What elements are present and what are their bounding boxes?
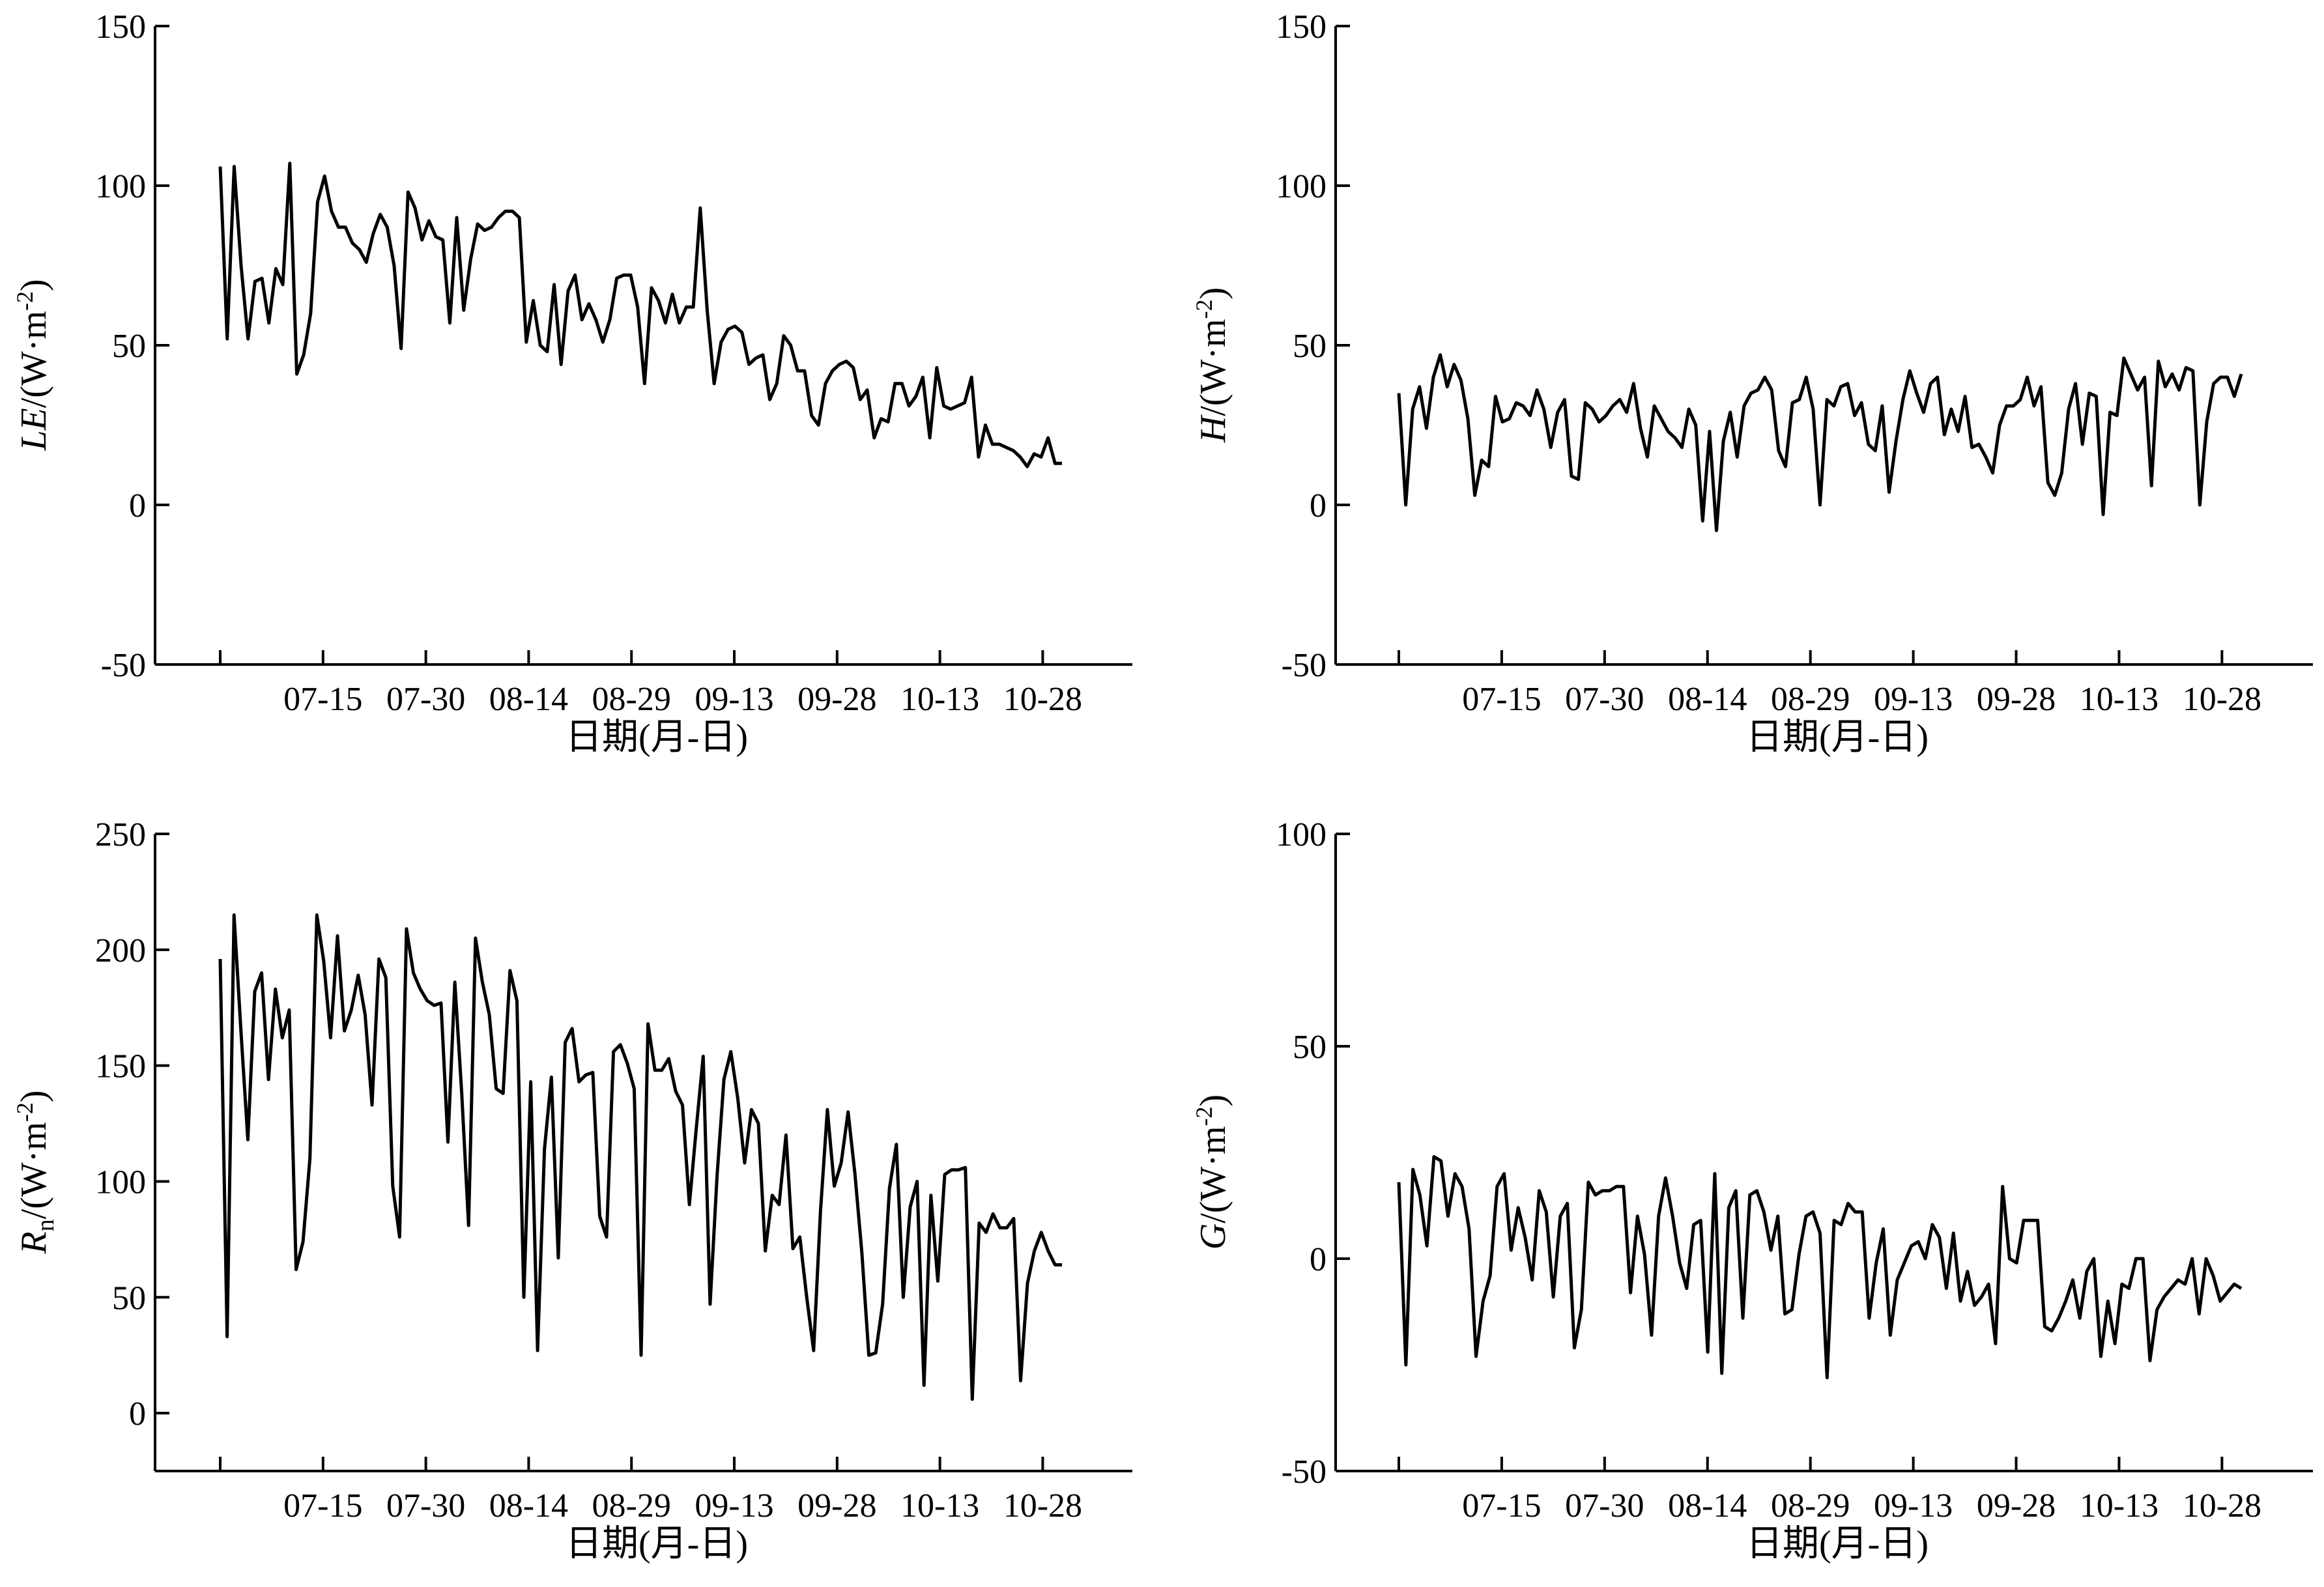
y-tick-label: 150: [95, 8, 146, 46]
panel-LE: -50 0 50 100 150 07-15 07-30 08-14 08-29 09-13 09-…: [12, 8, 1132, 758]
series-line-G: [1397, 1155, 2243, 1380]
y-axis-exponent: -2: [1191, 1106, 1217, 1126]
y-axis-symbol: G: [1193, 1223, 1233, 1250]
y-tick-label: 0: [1310, 487, 1327, 524]
y-axis-symbol: H: [1193, 414, 1233, 443]
x-tick-label: 09-13: [695, 1487, 773, 1524]
x-axis-title: 日期(月-日): [1746, 717, 1929, 758]
x-tick-label: 09-28: [797, 1487, 876, 1524]
x-axis-title: 日期(月-日): [1746, 1524, 1929, 1564]
y-axis-title: Rn/(W·m-2): [12, 1090, 59, 1254]
y-tick-label: 50: [112, 1280, 146, 1317]
y-tick-label: 200: [95, 932, 146, 969]
x-tick-label: 10-28: [2183, 1487, 2261, 1524]
x-tick-label: 07-30: [1565, 1487, 1644, 1524]
x-tick-label: 08-29: [1771, 681, 1850, 718]
y-axis-title: G/(W·m-2): [1191, 1094, 1233, 1250]
y-tick-label: -50: [1282, 647, 1327, 684]
x-tick-label: 10-28: [1003, 1487, 1082, 1524]
y-tick-label: 0: [1310, 1241, 1327, 1278]
x-tick-label: 09-28: [1977, 1487, 2056, 1524]
x-tick-label: 07-30: [386, 681, 465, 718]
y-axis-title: LE/(W·m-2): [12, 279, 54, 451]
x-axis-title: 日期(月-日): [566, 1524, 748, 1564]
x-tick-label: 09-28: [797, 681, 876, 718]
y-tick-label: 0: [129, 1395, 146, 1433]
y-tick-label: 100: [95, 1164, 146, 1201]
x-tick-label: 08-14: [1668, 1487, 1747, 1524]
x-tick-label: 10-28: [1003, 681, 1082, 718]
y-tick-label: 100: [1276, 168, 1327, 205]
x-tick-label: 09-13: [695, 681, 773, 718]
y-axis-symbol: LE: [14, 408, 54, 451]
y-tick-label: 150: [1276, 8, 1327, 46]
y-axis-close: ): [14, 279, 54, 291]
x-tick-label: 07-15: [1462, 681, 1541, 718]
x-tick-label: 07-30: [1565, 681, 1644, 718]
y-tick-label: 100: [1276, 816, 1327, 853]
y-tick-label: 100: [95, 168, 146, 205]
x-tick-label: 10-13: [900, 1487, 979, 1524]
x-tick-label: 07-15: [283, 1487, 362, 1524]
y-axis-subscript: n: [32, 1219, 59, 1231]
series-line-LE: [218, 162, 1062, 468]
x-tick-label: 10-13: [900, 681, 979, 718]
x-tick-label: 08-14: [489, 1487, 568, 1524]
y-axis-unit: /(W·m: [14, 1122, 54, 1219]
x-tick-label: 08-29: [1771, 1487, 1850, 1524]
y-axis-close: ): [14, 1090, 54, 1102]
x-tick-label: 08-14: [1668, 681, 1747, 718]
y-tick-label: 50: [1293, 1029, 1327, 1066]
panel-G: -50 0 50 100 07-15 07-30 08-14 08-29 09-13 09-28 1…: [1191, 816, 2313, 1564]
x-tick-label: 09-13: [1874, 681, 1953, 718]
y-axis-exponent: -2: [1191, 299, 1217, 319]
x-tick-label: 09-28: [1977, 681, 2056, 718]
y-axis-exponent: -2: [12, 1102, 38, 1122]
panel-H: -50 0 50 100 150 07-15 07-30 08-14 08-29 09-13 09-…: [1191, 8, 2313, 758]
x-axis-title: 日期(月-日): [566, 717, 748, 758]
y-axis-unit: /(W·m: [1193, 1126, 1233, 1223]
y-tick-label: 50: [1293, 328, 1327, 365]
x-tick-label: 08-29: [592, 681, 671, 718]
y-axis-symbol: R: [14, 1231, 54, 1254]
series-line-H: [1397, 353, 2243, 532]
x-tick-label: 09-13: [1874, 1487, 1953, 1524]
y-tick-label: 0: [129, 487, 146, 524]
y-tick-label: 50: [112, 328, 146, 365]
series-line-Rn: [218, 913, 1062, 1401]
y-axis-title: H/(W·m-2): [1191, 287, 1233, 443]
y-tick-label: -50: [1282, 1453, 1327, 1491]
y-axis-exponent: -2: [12, 291, 38, 311]
x-tick-label: 08-29: [592, 1487, 671, 1524]
x-tick-label: 07-15: [283, 681, 362, 718]
y-axis-close: ): [1193, 287, 1233, 300]
x-tick-label: 10-13: [2080, 1487, 2159, 1524]
y-tick-label: 250: [95, 816, 146, 853]
y-tick-label: 150: [95, 1048, 146, 1085]
y-axis-unit: /(W·m: [14, 311, 54, 408]
x-tick-label: 10-28: [2183, 681, 2261, 718]
y-axis-close: ): [1193, 1094, 1233, 1107]
y-axis-unit: /(W·m: [1193, 319, 1233, 416]
y-tick-label: -50: [101, 647, 146, 684]
x-tick-label: 07-15: [1462, 1487, 1541, 1524]
x-tick-label: 07-30: [386, 1487, 465, 1524]
x-tick-label: 08-14: [489, 681, 568, 718]
panel-Rn: 0 50 100 150 200 250 07-15 07-30 08-14 08-29 09-13…: [12, 816, 1132, 1564]
x-tick-label: 10-13: [2080, 681, 2159, 718]
